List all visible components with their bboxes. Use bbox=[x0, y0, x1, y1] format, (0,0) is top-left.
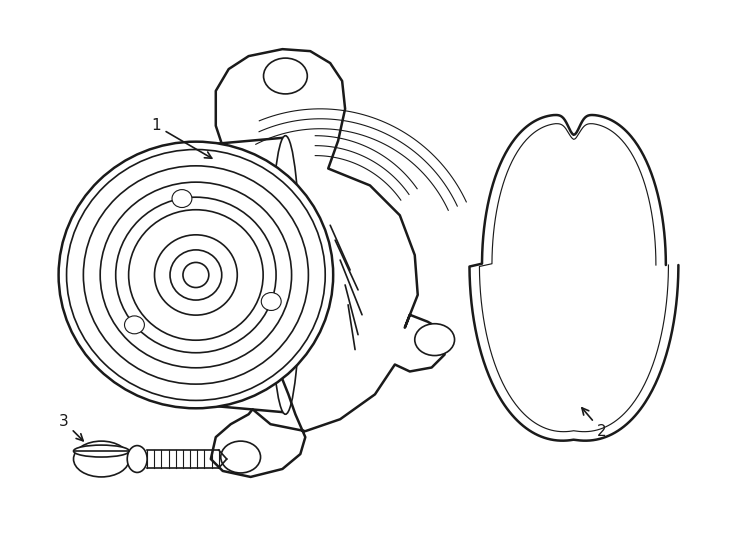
Ellipse shape bbox=[172, 190, 192, 207]
Text: 1: 1 bbox=[151, 118, 212, 158]
Ellipse shape bbox=[127, 446, 147, 472]
Text: 2: 2 bbox=[582, 408, 606, 438]
Ellipse shape bbox=[154, 235, 237, 315]
Ellipse shape bbox=[183, 262, 208, 287]
Ellipse shape bbox=[125, 316, 145, 334]
Ellipse shape bbox=[264, 58, 308, 94]
Polygon shape bbox=[211, 49, 445, 477]
Ellipse shape bbox=[170, 250, 222, 300]
Ellipse shape bbox=[261, 293, 281, 310]
Polygon shape bbox=[470, 115, 678, 441]
Ellipse shape bbox=[73, 441, 129, 477]
Ellipse shape bbox=[59, 141, 333, 408]
Ellipse shape bbox=[221, 441, 261, 473]
Ellipse shape bbox=[271, 136, 300, 414]
Ellipse shape bbox=[73, 445, 129, 457]
Ellipse shape bbox=[415, 323, 454, 355]
Text: 3: 3 bbox=[59, 414, 83, 441]
Ellipse shape bbox=[128, 210, 263, 340]
